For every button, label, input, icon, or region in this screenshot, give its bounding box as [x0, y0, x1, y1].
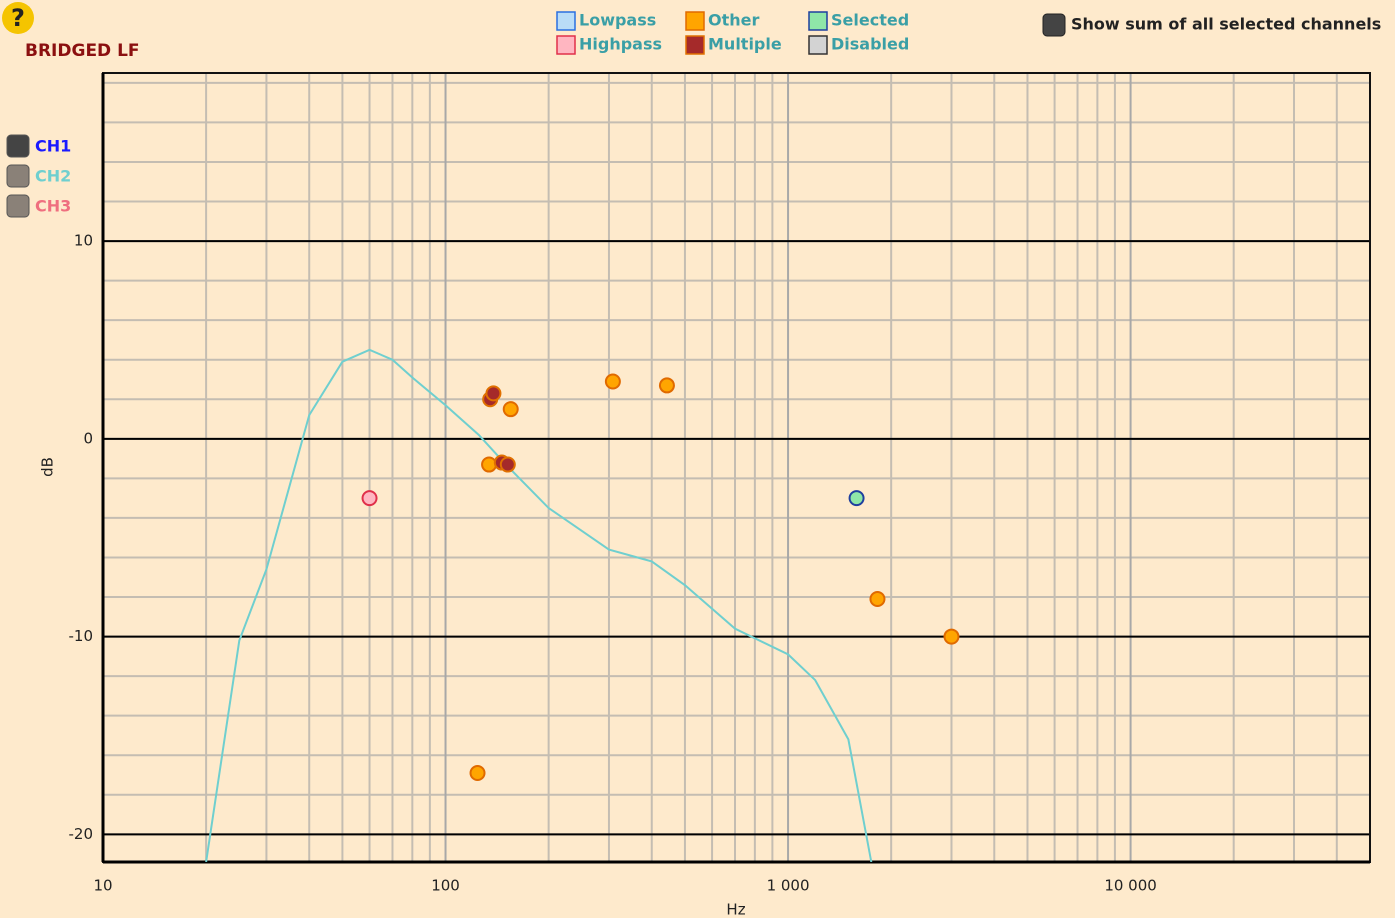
filter-point[interactable]: [481, 456, 498, 473]
legend-label: Lowpass: [579, 11, 656, 30]
y-tick-label: -20: [69, 825, 94, 843]
channel-checkbox[interactable]: [6, 164, 30, 188]
legend-label: Selected: [831, 11, 909, 30]
filter-point[interactable]: [604, 373, 621, 390]
help-text[interactable]: ?: [11, 4, 25, 32]
filter-point[interactable]: [485, 385, 502, 402]
filter-point[interactable]: [869, 591, 886, 607]
title: BRIDGED LF: [25, 41, 140, 61]
x-tick-label: 10 000: [1104, 877, 1157, 895]
legend-swatch: [808, 11, 828, 31]
filter-point[interactable]: [943, 628, 960, 645]
filter-point[interactable]: [499, 456, 516, 473]
channel-label[interactable]: CH3: [35, 197, 71, 216]
x-tick-label: 1 000: [767, 877, 810, 895]
legend-swatch: [685, 11, 705, 31]
x-tick-label: 10: [93, 877, 112, 895]
legend-swatch: [685, 35, 705, 55]
sum-label[interactable]: Show sum of all selected channels: [1071, 15, 1381, 34]
filter-point[interactable]: [658, 377, 675, 394]
help-icon[interactable]: [2, 2, 34, 34]
y-axis-label: dB: [39, 457, 57, 477]
legend-label: Highpass: [579, 35, 662, 54]
legend-label: Multiple: [708, 35, 782, 54]
filter-point[interactable]: [848, 490, 865, 507]
filter-point[interactable]: [469, 765, 486, 782]
plot-area: [205, 348, 960, 862]
legend-swatch: [556, 11, 576, 31]
sum-checkbox[interactable]: [1042, 13, 1066, 37]
filter-point[interactable]: [361, 490, 378, 507]
response-curve: [205, 348, 873, 862]
channel-label[interactable]: CH2: [35, 167, 71, 186]
legend-swatch: [556, 35, 576, 55]
filter-point[interactable]: [502, 401, 519, 418]
legend-label: Other: [708, 11, 759, 30]
x-tick-label: 100: [431, 877, 460, 895]
legend-label: Disabled: [831, 35, 909, 54]
y-tick-label: 0: [83, 429, 93, 447]
y-tick-label: 10: [74, 232, 93, 250]
plot-frame: [102, 72, 1371, 863]
y-tick-label: -10: [69, 627, 94, 645]
channel-checkbox[interactable]: [6, 134, 30, 158]
channel-label[interactable]: CH1: [35, 137, 71, 156]
channel-checkbox[interactable]: [6, 194, 30, 218]
x-axis-label: Hz: [726, 901, 745, 918]
legend-swatch: [808, 35, 828, 55]
